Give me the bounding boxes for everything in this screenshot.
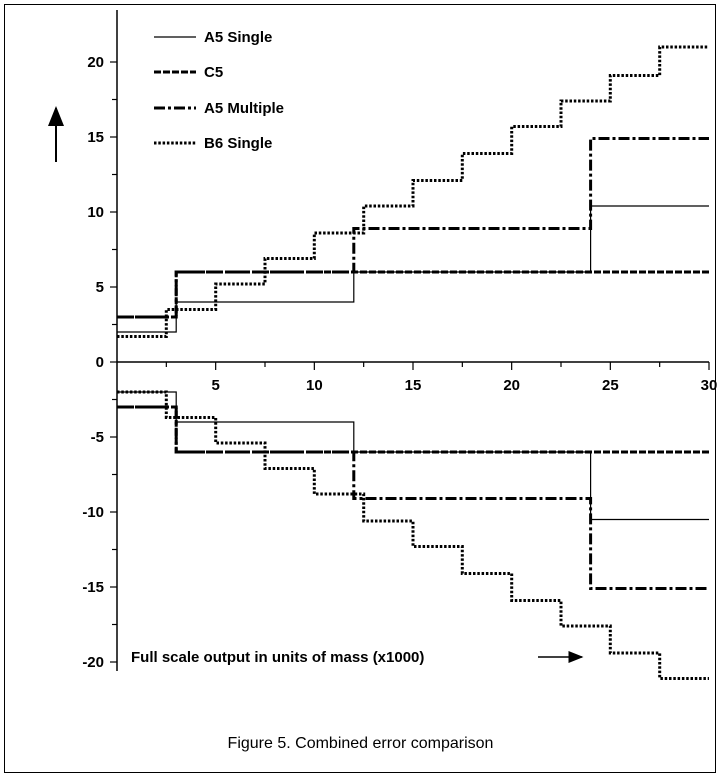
- legend: A5 Single C5 A5 Multiple B6 Single: [154, 29, 284, 152]
- axes: 20 15 10 5 0 -5 -10 -15 -20 5 10 15 20 25 30: [82, 10, 717, 671]
- legend-label-a5-single: A5 Single: [204, 29, 272, 46]
- legend-label-a5-multiple: A5 Multiple: [204, 100, 284, 117]
- legend-label-c5: C5: [204, 64, 223, 81]
- legend-label-b6-single: B6 Single: [204, 135, 272, 152]
- series-line-c5-lower: [117, 405, 709, 454]
- x-tick-label: 15: [405, 377, 422, 394]
- series-line-a5-multiple-lower: [117, 405, 709, 590]
- x-tick-label: 20: [503, 377, 520, 394]
- y-tick-label: -15: [82, 579, 104, 596]
- combined-error-chart: 20 15 10 5 0 -5 -10 -15 -20 5 10 15 20 25 30 A5 Single…: [48, 10, 717, 680]
- series-line-b6-single-upper: [117, 45, 709, 338]
- y-tick-label: -10: [82, 504, 104, 521]
- y-tick-label: 5: [96, 279, 104, 296]
- x-tick-label: 5: [211, 377, 219, 394]
- y-tick-label: 15: [87, 129, 104, 146]
- y-tick-label: 0: [96, 354, 104, 371]
- x-tick-label: 10: [306, 377, 323, 394]
- y-tick-label: 10: [87, 204, 104, 221]
- series-lines: [117, 45, 709, 680]
- series-line-a5-single-lower: [117, 391, 709, 521]
- figure-frame: [4, 4, 716, 773]
- x-axis-label: Full scale output in units of mass (x100…: [131, 649, 424, 666]
- x-tick-label: 30: [701, 377, 718, 394]
- y-tick-label: -20: [82, 654, 104, 671]
- series-line-a5-multiple-upper: [117, 137, 709, 319]
- series-line-a5-single-upper: [117, 205, 709, 333]
- y-tick-label: 20: [87, 54, 104, 71]
- series-line-b6-single-lower: [117, 390, 709, 680]
- y-tick-label: -5: [91, 429, 104, 446]
- series-line-c5-upper: [117, 270, 709, 319]
- figure-caption: Figure 5. Combined error comparison: [227, 735, 494, 752]
- x-tick-label: 25: [602, 377, 619, 394]
